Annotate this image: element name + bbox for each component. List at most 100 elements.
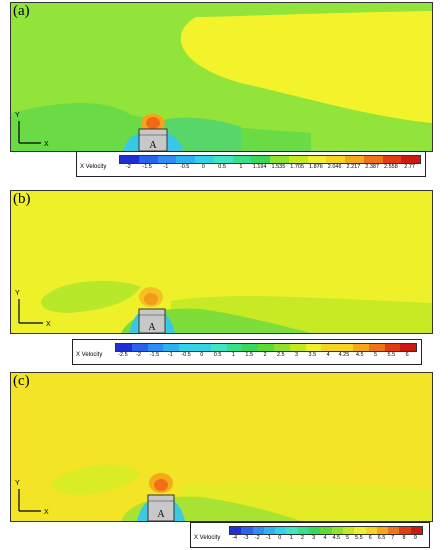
legend-swatch	[147, 344, 164, 351]
legend-tick-label: 4.5	[355, 352, 364, 358]
legend-tick-label: 5.5	[355, 535, 363, 541]
legend-tick-label: 1.5	[245, 352, 254, 358]
legend-swatch	[399, 527, 411, 534]
legend-swatch	[331, 527, 343, 534]
legend-swatch	[309, 527, 321, 534]
legend-tick-label: -2	[125, 164, 131, 170]
legend-tick-label: 8	[402, 535, 406, 541]
legend-swatch	[163, 344, 180, 351]
legend-tick-label: 1	[231, 352, 235, 358]
legend-tick-label: 1.876	[308, 164, 323, 170]
legend-swatch	[157, 156, 177, 163]
panel-label-a: (a)	[13, 3, 30, 19]
legend-tick-label: 4.5	[332, 535, 341, 541]
legend-tick-label: 2.217	[346, 164, 361, 170]
legend-swatch	[345, 156, 364, 163]
legend-swatch	[131, 344, 148, 351]
legend-swatch	[252, 527, 264, 534]
legend-swatch	[321, 344, 338, 351]
legend-swatch	[263, 527, 276, 534]
legend-tick-label: -2	[136, 352, 142, 358]
panel-label-c: (c)	[13, 373, 30, 389]
panel-label-b: (b)	[13, 191, 31, 207]
legend-swatch	[194, 344, 211, 351]
legend-swatch	[288, 156, 308, 163]
legend-tick-label: 5.5	[387, 352, 396, 358]
velocity-legend-c: X Velocity -4 -3 -2 -1 0 1 2 3 4 4.5 5 5.5 6 6.5 7 8 9	[190, 522, 430, 548]
legend-ticks-a: -2 -1.5 -1 -0.5 0 0.5 1 1.194 1.535 1.705 1.876 2.0…	[119, 164, 419, 173]
legend-tick-label: 2.77	[404, 164, 415, 170]
legend-swatch	[326, 156, 345, 163]
legend-tick-label: 4	[323, 535, 327, 541]
legend-tick-label: 0	[201, 164, 205, 170]
axis-y-label-b: Y	[15, 290, 20, 297]
legend-swatch	[195, 156, 214, 163]
legend-tick-label: 1.194	[252, 164, 267, 170]
legend-swatch	[368, 344, 385, 351]
legend-swatch	[376, 527, 389, 534]
legend-tick-label: 0	[200, 352, 204, 358]
legend-swatch	[297, 527, 310, 534]
legend-colorbar-b	[115, 343, 417, 352]
legend-tick-label: 0	[278, 535, 282, 541]
legend-title-b: X Velocity	[76, 352, 103, 358]
legend-tick-label: 7	[391, 535, 395, 541]
velocity-contour-b: A Y X	[11, 191, 432, 333]
contour-plot-b: A Y X (b)	[10, 190, 433, 334]
legend-tick-label: 2	[263, 352, 267, 358]
legend-swatch	[289, 344, 306, 351]
legend-swatch	[382, 156, 402, 163]
legend-tick-label: 4.25	[338, 352, 350, 358]
legend-tick-label: 0.5	[218, 164, 226, 170]
legend-swatch	[388, 527, 400, 534]
legend-ticks-c: -4 -3 -2 -1 0 1 2 3 4 4.5 5 5.5 6 6.5 7 8 9	[229, 535, 421, 544]
legend-swatch	[270, 156, 289, 163]
legend-swatch	[363, 156, 383, 163]
legend-swatch	[400, 344, 417, 351]
legend-swatch	[337, 344, 353, 351]
legend-swatch	[307, 156, 327, 163]
legend-tick-label: -1.5	[149, 352, 160, 358]
axis-y-label-a: Y	[15, 112, 20, 119]
legend-title-a: X Velocity	[80, 164, 107, 170]
legend-swatch	[365, 527, 377, 534]
axis-x-label-a: X	[44, 141, 49, 148]
cylinder-label-c: A	[157, 509, 165, 520]
legend-tick-label: -0.5	[179, 164, 190, 170]
legend-tick-label: 3	[312, 535, 316, 541]
legend-swatch	[342, 527, 355, 534]
legend-colorbar-a	[119, 155, 421, 164]
legend-tick-label: 3	[295, 352, 299, 358]
cylinder-label-b: A	[148, 322, 156, 333]
legend-tick-label: 1	[239, 164, 243, 170]
legend-tick-label: 2.558	[383, 164, 398, 170]
legend-swatch	[258, 344, 274, 351]
legend-swatch	[210, 344, 227, 351]
legend-tick-label: 2.5	[276, 352, 285, 358]
legend-swatch	[305, 344, 322, 351]
legend-swatch	[401, 156, 420, 163]
legend-tick-label: -1	[167, 352, 173, 358]
velocity-contour-c: A Y X	[11, 373, 432, 521]
legend-colorbar-c	[229, 526, 423, 535]
velocity-contour-a: A Y X	[11, 3, 432, 151]
legend-tick-label: 2	[300, 535, 304, 541]
legend-tick-label: 5	[346, 535, 350, 541]
axis-x-label-b: X	[46, 321, 51, 328]
cylinder-label-a: A	[149, 140, 157, 151]
legend-swatch	[226, 344, 243, 351]
legend-tick-label: -2.5	[118, 352, 128, 358]
legend-tick-label: -1	[266, 535, 271, 541]
velocity-legend-b: X Velocity -2.5 -2 -1.5 -1 -0.5 0 0.5 1 1.5 2 2.5 3…	[72, 339, 422, 365]
legend-swatch	[232, 156, 252, 163]
legend-swatch	[138, 156, 158, 163]
legend-swatch	[273, 344, 290, 351]
legend-tick-label: 1.705	[290, 164, 305, 170]
axis-y-label-c: Y	[15, 480, 20, 487]
legend-swatch	[242, 344, 259, 351]
legend-swatch	[241, 527, 253, 534]
legend-tick-label: 2.387	[365, 164, 380, 170]
legend-tick-label: 1	[289, 535, 293, 541]
legend-tick-label: 6	[405, 352, 409, 358]
legend-ticks-b: -2.5 -2 -1.5 -1 -0.5 0 0.5 1 1.5 2 2.5 3 3.5 4 4.25 4.5…	[115, 352, 415, 361]
